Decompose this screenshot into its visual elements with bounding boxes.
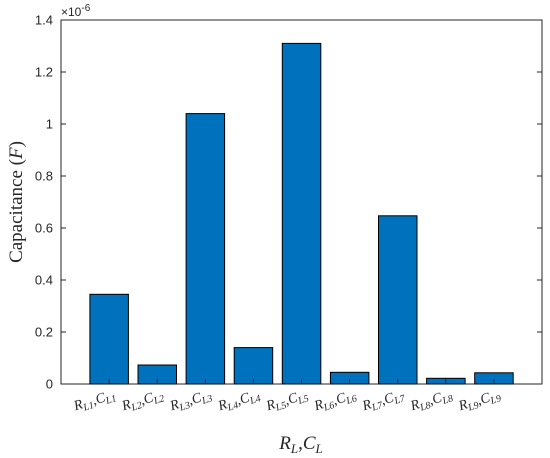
x-tick-label-4: RL4,CL4	[216, 387, 263, 416]
bar-3	[185, 113, 226, 385]
x-axis-label: RL,CL	[278, 433, 323, 456]
x-tick-label-1: RL1,CL1	[71, 387, 118, 416]
bar-4	[233, 347, 274, 385]
y-tick-label-0: 0	[46, 377, 53, 392]
bar-5	[281, 42, 322, 385]
y-exponent-label: ×10-6	[61, 3, 91, 19]
y-tick-label-7: 1.4	[35, 13, 53, 28]
x-tick-label-8: RL8,CL8	[408, 387, 455, 416]
bars-group	[89, 42, 514, 385]
bar-1	[89, 293, 129, 385]
x-tick-label-6: RL6,CL6	[312, 387, 359, 416]
y-axis-label: Capacitance (F)	[6, 141, 27, 263]
bar-7	[378, 215, 418, 385]
y-tick-label-6: 1.2	[35, 65, 53, 80]
y-tick-label-4: 0.8	[35, 169, 53, 184]
y-tick-label-5: 1	[46, 117, 53, 132]
x-tick-label-7: RL7,CL7	[360, 387, 408, 416]
y-tick-label-2: 0.4	[35, 273, 53, 288]
x-category-labels: RL1,CL1 RL2,CL2 RL3,CL3 RL4,CL4 RL5,CL5 RL6,C…	[71, 379, 503, 416]
y-tick-label-1: 0.2	[35, 325, 53, 340]
x-tick-label-5: RL5,CL5	[264, 387, 311, 416]
x-tick-label-3: RL3,CL3	[167, 387, 214, 416]
x-tick-label-9: RL9,CL9	[456, 387, 503, 416]
y-ticks-group: 0 0.2 0.4 0.6 0.8 1 1.2 1.4	[35, 13, 542, 392]
x-tick-label-2: RL2,CL2	[119, 387, 166, 416]
y-tick-label-3: 0.6	[35, 221, 53, 236]
